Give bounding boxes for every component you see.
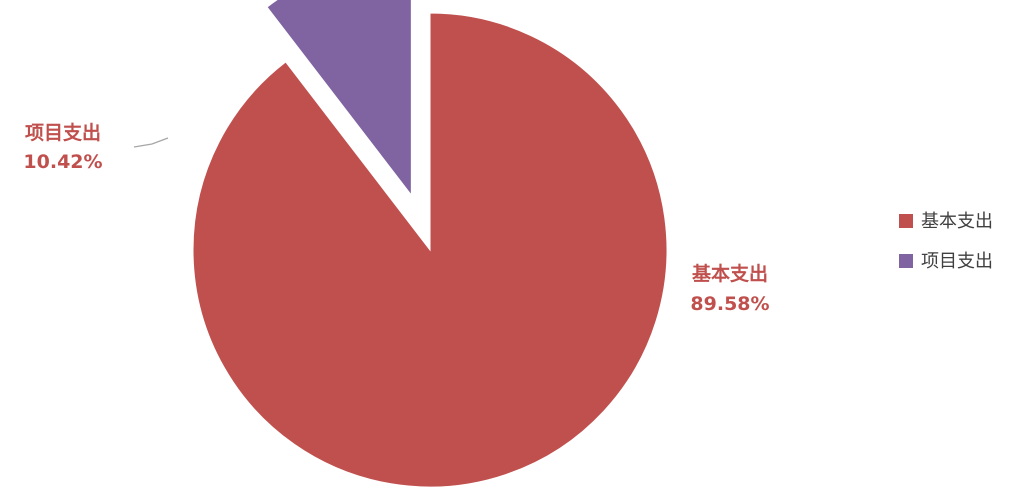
leader-line-project xyxy=(133,137,169,148)
slice-basic-expenditure xyxy=(192,12,668,488)
legend-item-basic: 基本支出 xyxy=(899,211,993,232)
legend-label: 基本支出 xyxy=(921,211,993,232)
slice-project-expenditure xyxy=(266,0,412,197)
label-project-category: 项目支出 xyxy=(25,121,101,144)
legend-swatch xyxy=(899,214,913,228)
legend-item-project: 项目支出 xyxy=(899,251,993,272)
label-basic-category: 基本支出 xyxy=(691,262,768,285)
label-project-percent: 10.42% xyxy=(23,151,102,173)
label-basic-percent: 89.58% xyxy=(690,293,769,315)
legend-label: 项目支出 xyxy=(921,251,993,272)
label-project-expenditure: 项目支出 10.42% xyxy=(23,121,102,173)
label-basic-expenditure: 基本支出 89.58% xyxy=(690,262,769,315)
legend-swatch xyxy=(899,254,913,268)
